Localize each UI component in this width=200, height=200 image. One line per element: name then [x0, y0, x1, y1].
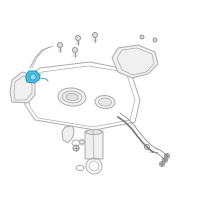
Circle shape — [30, 74, 36, 80]
Circle shape — [162, 158, 168, 162]
FancyBboxPatch shape — [85, 131, 103, 159]
Ellipse shape — [62, 91, 82, 103]
Circle shape — [153, 38, 157, 42]
Circle shape — [144, 144, 150, 150]
Polygon shape — [22, 62, 140, 130]
Circle shape — [73, 145, 79, 151]
Ellipse shape — [66, 93, 78, 101]
Circle shape — [58, 43, 62, 47]
Circle shape — [140, 35, 144, 39]
Circle shape — [92, 32, 98, 38]
Polygon shape — [10, 72, 35, 103]
Ellipse shape — [58, 88, 86, 106]
Circle shape — [76, 36, 80, 40]
Ellipse shape — [95, 95, 115, 109]
Circle shape — [79, 139, 85, 145]
Polygon shape — [62, 126, 74, 143]
Circle shape — [72, 47, 78, 52]
Polygon shape — [26, 71, 40, 83]
Circle shape — [164, 154, 170, 158]
Polygon shape — [112, 45, 158, 78]
Circle shape — [160, 162, 164, 166]
Circle shape — [166, 155, 168, 157]
Circle shape — [164, 159, 166, 161]
Ellipse shape — [99, 98, 111, 106]
Circle shape — [161, 163, 163, 165]
Ellipse shape — [86, 130, 102, 134]
